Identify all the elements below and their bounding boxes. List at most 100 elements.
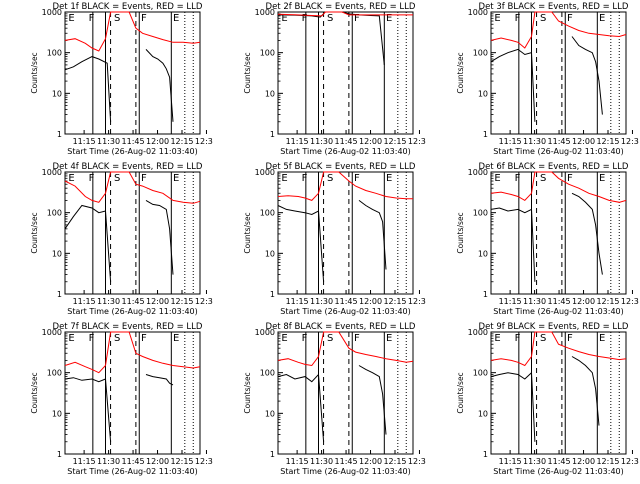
y-axis-label: Counts/sec [456,212,465,253]
x-tick-label: 11:30 [523,137,546,146]
region-label: F [302,173,308,184]
events-series-line [490,36,603,122]
y-tick-label: 10 [265,409,275,418]
region-label: E [281,333,287,344]
detector-panel: Det 9f BLACK = Events, RED = LLD 1 10 100 10… [426,320,640,480]
region-label: E [281,13,287,24]
y-tick-label: 10 [265,249,275,258]
y-tick-label: 10 [265,89,275,98]
region-label: E [386,173,392,184]
y-tick-label: 1000 [255,328,275,337]
events-series-line [277,200,387,282]
region-label: F [515,173,521,184]
y-tick-label: 1 [483,130,488,139]
y-tick-label: 10 [52,409,62,418]
region-label: S [540,173,546,184]
y-tick-label: 1 [270,290,275,299]
x-axis-label: Start Time (26-Aug-02 11:03:40) [493,147,624,156]
x-tick-label: 11:45 [335,457,358,466]
x-tick-label: 11:30 [97,297,120,306]
detector-panel: Det 6f BLACK = Events, RED = LLD 1 10 100 10… [426,160,640,320]
chart-svg: Det 7f BLACK = Events, RED = LLD 1 10 100 10… [30,322,218,476]
lld-series-line [490,171,627,203]
events-series-line [490,192,603,282]
region-label: F [354,13,360,24]
region-label: S [114,13,120,24]
y-axis-label: Counts/sec [243,52,252,93]
x-tick-label: 12:15 [170,137,193,146]
region-label: F [567,173,573,184]
y-tick-label: 10 [52,249,62,258]
y-tick-label: 1000 [255,168,275,177]
x-tick-label: 11:30 [97,457,120,466]
y-tick-label: 1000 [42,8,62,17]
region-label: S [327,13,333,24]
y-tick-label: 100 [47,369,62,378]
y-tick-label: 100 [260,49,275,58]
y-tick-label: 100 [47,49,62,58]
region-label: E [173,333,179,344]
chart-title: Det 4f BLACK = Events, RED = LLD [53,162,203,172]
x-tick-label: 12:15 [383,457,406,466]
lld-series-line [64,331,201,374]
region-label: S [114,333,120,344]
x-tick-label: 11:30 [523,457,546,466]
x-axis-label: Start Time (26-Aug-02 11:03:40) [280,307,411,316]
chart-svg: Det 3f BLACK = Events, RED = LLD 1 10 100 10… [456,2,640,156]
x-axis-label: Start Time (26-Aug-02 11:03:40) [280,147,411,156]
x-tick-label: 11:45 [122,457,145,466]
chart-title: Det 5f BLACK = Events, RED = LLD [266,162,416,172]
y-axis-label: Counts/sec [30,372,39,413]
chart-title: Det 7f BLACK = Events, RED = LLD [53,322,203,332]
region-label: E [599,13,605,24]
events-series-line [277,365,387,442]
lld-series-line [277,171,413,201]
x-tick-label: 12:00 [359,457,382,466]
y-tick-label: 10 [478,249,488,258]
x-tick-label: 12:15 [170,297,193,306]
x-tick-label: 12:15 [596,297,619,306]
x-tick-label: 11:45 [122,297,145,306]
y-axis-label: Counts/sec [243,212,252,253]
y-tick-label: 100 [47,209,62,218]
lld-series-line [490,11,627,49]
x-tick-label: 12:15 [383,297,406,306]
x-tick-label: 12:30 [195,297,213,306]
chart-svg: Det 6f BLACK = Events, RED = LLD 1 10 100 10… [456,162,640,316]
y-tick-label: 1000 [42,168,62,177]
x-tick-label: 11:15 [73,457,96,466]
region-label: E [386,13,392,24]
x-tick-label: 12:15 [383,137,406,146]
region-label: F [302,333,308,344]
y-tick-label: 1 [57,450,62,459]
events-series-line [490,356,600,442]
x-tick-label: 11:30 [310,137,333,146]
chart-title: Det 8f BLACK = Events, RED = LLD [266,322,416,332]
region-label: F [515,333,521,344]
y-tick-label: 1 [57,290,62,299]
chart-svg: Det 1f BLACK = Events, RED = LLD 1 10 100 10… [30,2,218,156]
plot-frame [64,331,201,455]
region-label: E [386,333,392,344]
region-label: F [141,173,147,184]
y-tick-label: 100 [473,369,488,378]
lld-series-line [64,171,201,204]
y-tick-label: 100 [260,209,275,218]
region-label: F [354,333,360,344]
y-tick-label: 1000 [468,168,488,177]
y-tick-label: 100 [473,49,488,58]
y-axis-label: Counts/sec [243,372,252,413]
x-axis-label: Start Time (26-Aug-02 11:03:40) [67,147,198,156]
x-tick-label: 12:00 [572,457,595,466]
x-tick-label: 11:30 [523,297,546,306]
y-axis-label: Counts/sec [30,52,39,93]
y-tick-label: 1 [270,130,275,139]
y-tick-label: 1 [483,450,488,459]
y-axis-label: Counts/sec [456,52,465,93]
region-label: E [281,173,287,184]
x-tick-label: 11:45 [335,137,358,146]
x-tick-label: 11:45 [122,137,145,146]
x-tick-label: 12:15 [170,457,193,466]
region-label: F [141,13,147,24]
x-tick-label: 11:45 [548,297,571,306]
